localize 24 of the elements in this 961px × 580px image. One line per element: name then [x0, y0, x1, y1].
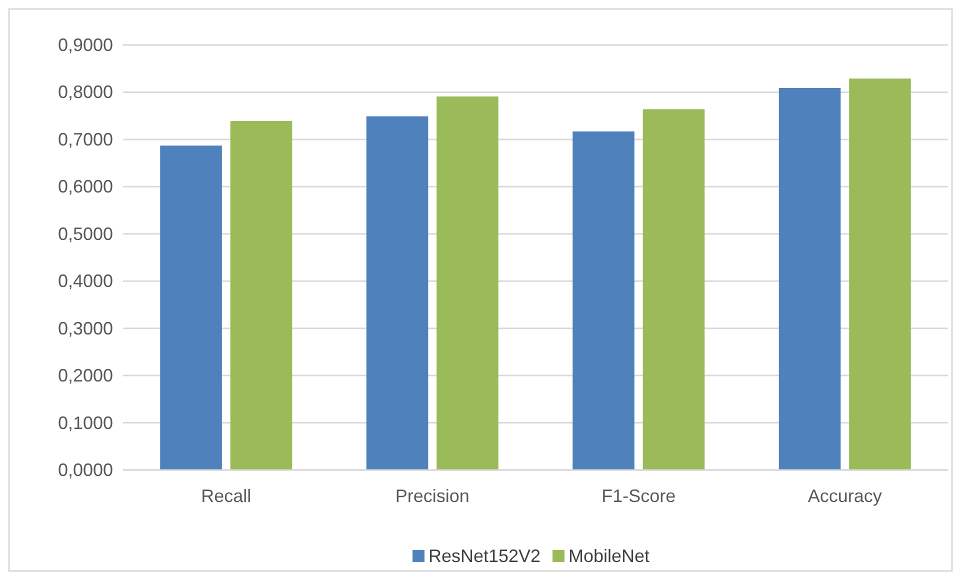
y-tick-label: 0,9000: [58, 35, 113, 55]
x-tick-label: Precision: [395, 486, 470, 506]
y-tick-label: 0,5000: [58, 224, 113, 244]
bar: [642, 109, 705, 470]
y-tick-label: 0,2000: [58, 366, 113, 386]
y-tick-label: 0,1000: [58, 412, 113, 433]
legend-label: MobileNet: [568, 546, 650, 566]
x-tick-label: Accuracy: [808, 486, 882, 506]
y-tick-label: 0,4000: [58, 271, 113, 292]
x-tick-label: F1-Score: [602, 486, 676, 506]
legend-label: ResNet152V2: [428, 546, 541, 566]
y-tick-label: 0,8000: [58, 82, 113, 102]
bar: [849, 78, 911, 470]
bar: [160, 146, 222, 470]
y-tick-label: 0,0000: [58, 460, 113, 480]
bar: [230, 121, 292, 470]
y-tick-label: 0,6000: [58, 176, 113, 197]
bar: [366, 116, 428, 470]
y-tick-label: 0,7000: [58, 129, 113, 150]
bar: [572, 131, 634, 470]
bar: [778, 88, 841, 470]
x-tick-label: Recall: [201, 486, 252, 506]
bar: [436, 96, 498, 470]
y-tick-label: 0,3000: [58, 318, 113, 338]
